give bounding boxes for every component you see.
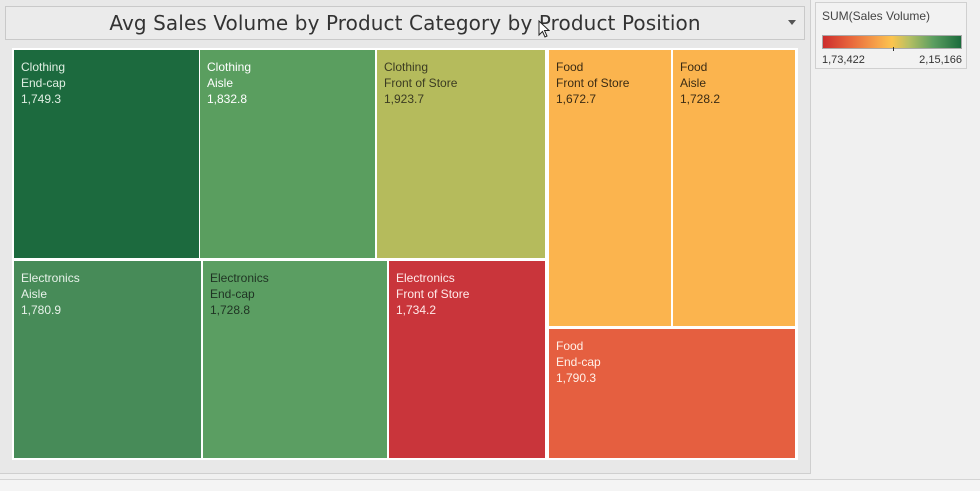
tile-value-label: 1,790.3 <box>556 371 597 385</box>
treemap-tile[interactable]: Electronics End-cap 1,728.8 <box>203 261 387 458</box>
legend-color-ramp <box>822 35 962 49</box>
tile-value-label: 1,923.7 <box>384 92 425 106</box>
tile-position-label: End-cap <box>210 287 255 301</box>
tile-value-label: 1,728.2 <box>680 92 721 106</box>
treemap-tile[interactable]: Food End-cap 1,790.3 <box>549 329 795 458</box>
tile-value-label: 1,734.2 <box>396 303 437 317</box>
tile-position-label: Front of Store <box>384 76 458 90</box>
tile-value-label: 1,728.8 <box>210 303 251 317</box>
tile-category-label: Clothing <box>384 60 429 74</box>
tile-category-label: Electronics <box>396 271 455 285</box>
tile-value-label: 1,832.8 <box>207 92 248 106</box>
tile-position-label: Aisle <box>21 287 48 301</box>
tile-category-label: Electronics <box>21 271 80 285</box>
tile-category-label: Food <box>556 60 584 74</box>
tile-value-label: 1,672.7 <box>556 92 597 106</box>
tile-position-label: End-cap <box>21 76 66 90</box>
chevron-down-icon[interactable] <box>788 20 796 25</box>
legend-max-label: 2,15,166 <box>919 54 962 66</box>
tile-category-label: Food <box>556 339 584 353</box>
tile-category-label: Electronics <box>210 271 269 285</box>
treemap-tile[interactable]: Food Front of Store 1,672.7 <box>549 50 671 326</box>
tile-category-label: Food <box>680 60 708 74</box>
treemap-tile[interactable]: Electronics Aisle 1,780.9 <box>14 261 201 458</box>
treemap-tile[interactable]: Electronics Front of Store 1,734.2 <box>389 261 545 458</box>
treemap-tile[interactable]: Clothing Aisle 1,832.8 <box>200 50 375 258</box>
legend-min-label: 1,73,422 <box>822 54 865 66</box>
treemap-tile[interactable]: Food Aisle 1,728.2 <box>673 50 795 326</box>
treemap: Clothing End-cap 1,749.3 Clothing Aisle 1,832… <box>12 48 798 460</box>
sheet-tab-strip[interactable] <box>0 479 980 491</box>
tile-position-label: Aisle <box>207 76 234 90</box>
chart-title-bar[interactable]: Avg Sales Volume by Product Category by … <box>5 6 805 40</box>
tile-value-label: 1,780.9 <box>21 303 62 317</box>
viz-frame: Avg Sales Volume by Product Category by … <box>0 0 811 474</box>
tile-category-label: Clothing <box>21 60 66 74</box>
color-legend: SUM(Sales Volume) 1,73,422 2,15,166 <box>815 2 967 69</box>
tile-position-label: Aisle <box>680 76 707 90</box>
legend-midpoint-tick <box>893 47 894 51</box>
tile-position-label: End-cap <box>556 355 601 369</box>
treemap-tile[interactable]: Clothing Front of Store 1,923.7 <box>377 50 545 258</box>
chart-title: Avg Sales Volume by Product Category by … <box>109 11 701 35</box>
tile-position-label: Front of Store <box>396 287 470 301</box>
legend-title: SUM(Sales Volume) <box>822 9 931 23</box>
tile-value-label: 1,749.3 <box>21 92 62 106</box>
tile-position-label: Front of Store <box>556 76 630 90</box>
treemap-tile[interactable]: Clothing End-cap 1,749.3 <box>14 50 199 258</box>
tile-category-label: Clothing <box>207 60 252 74</box>
